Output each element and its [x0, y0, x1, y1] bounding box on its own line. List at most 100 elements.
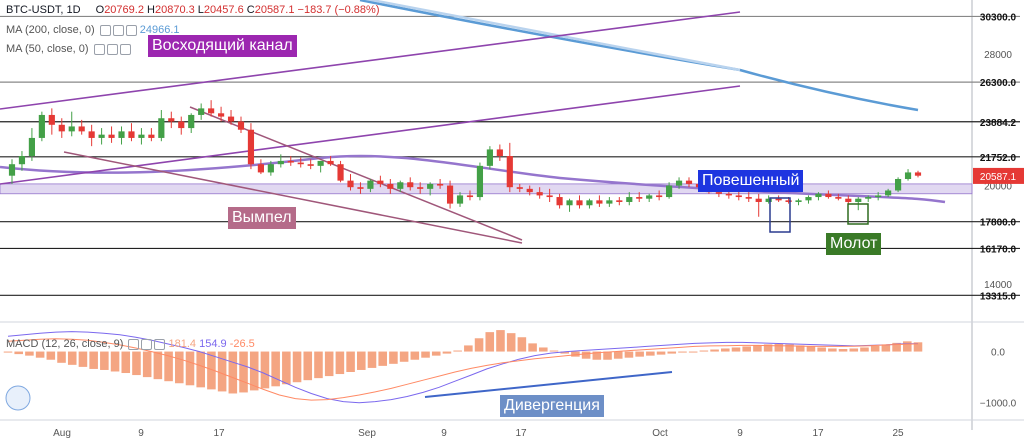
macd-hist-bar [774, 343, 784, 352]
logo-icon [5, 385, 31, 411]
time-tick-label: 9 [441, 428, 447, 439]
candle-body [666, 185, 673, 198]
macd-hist-bar [314, 351, 323, 379]
macd-hist-bar [57, 351, 66, 363]
macd-hist-bar [560, 351, 569, 354]
macd-label: MACD (12, 26, close, 9) [6, 338, 124, 350]
candle-body [576, 200, 583, 206]
candle-body [546, 195, 553, 198]
macd-hist-bar [539, 347, 548, 352]
macd-hist-value: 181.4 [168, 338, 197, 350]
divergence-line [424, 371, 673, 398]
time-tick-label: 25 [892, 428, 904, 439]
high-value: 20870.3 [154, 4, 195, 16]
macd-hist-bar [635, 351, 644, 357]
candle-body [397, 182, 404, 189]
macd-hist-bar [528, 343, 537, 352]
close-icon[interactable] [125, 24, 137, 36]
macd-hist-bar [699, 350, 709, 352]
candle-body [387, 183, 394, 189]
level-label: 23884.2 [980, 118, 1017, 129]
eye-icon[interactable] [128, 338, 140, 350]
candle-body [845, 198, 852, 202]
candle-body [307, 164, 314, 166]
eye-icon[interactable] [99, 24, 111, 36]
macd-hist-bar [142, 351, 152, 378]
macd-tick-label: −1000.0 [980, 399, 1017, 410]
time-tick-label: Sep [358, 428, 376, 439]
macd-hist-bar [506, 333, 516, 352]
candle-body [566, 200, 573, 206]
hammer-box [847, 203, 869, 225]
macd-hist-bar [892, 342, 901, 352]
macd-hist-bar [14, 351, 23, 355]
candle-body [407, 182, 414, 188]
macd-hist-bar [164, 351, 173, 382]
macd-hist-bar [196, 351, 205, 388]
candle-body [217, 113, 225, 117]
macd-hist-bar [46, 351, 56, 360]
macd-hist-bar [3, 351, 13, 353]
candle-body [427, 183, 434, 189]
macd-hist-bar [35, 351, 45, 358]
candle-body [277, 160, 284, 165]
candle-body [337, 164, 344, 181]
candle-body [148, 134, 155, 138]
candle-body [208, 108, 215, 114]
level-label: 26300.0 [980, 78, 1017, 89]
macd-hist-bar [239, 351, 248, 393]
candle-body [466, 195, 474, 198]
candle-body [914, 172, 922, 176]
candle-body [725, 193, 732, 196]
macd-hist-bar [228, 351, 238, 394]
eye-icon[interactable] [93, 43, 105, 55]
macd-hist-bar [870, 345, 880, 352]
candle-body [38, 114, 45, 138]
macd-hist-bar [357, 351, 366, 370]
candle-body [198, 108, 205, 115]
macd-hist-bar [806, 346, 816, 352]
candle-body [178, 121, 185, 129]
macd-hist-bar [667, 351, 677, 354]
price-tick-label: 28000 [984, 50, 1012, 61]
candle-body [257, 164, 264, 173]
macd-hist-bar [624, 351, 634, 358]
macd-hist-bar [260, 351, 270, 389]
macd-hist-bar [453, 350, 462, 352]
gear-icon[interactable] [141, 338, 153, 350]
candle-body [237, 121, 245, 130]
macd-hist-bar [464, 345, 473, 352]
candle-body [855, 198, 862, 202]
candle-body [526, 188, 533, 193]
candle-body [765, 198, 772, 202]
gear-icon[interactable] [106, 43, 118, 55]
symbol-label[interactable]: BTC-USDT, 1D [6, 4, 81, 16]
macd-hist-bar [592, 351, 602, 360]
gear-icon[interactable] [112, 24, 124, 36]
macd-hist-bar [795, 345, 805, 352]
candle-body [904, 172, 912, 179]
candle-body [446, 185, 454, 204]
candle-body [745, 197, 752, 199]
macd-hist-bar [785, 344, 794, 352]
level-label: 21752.0 [980, 153, 1017, 164]
level-label: 30300.0 [980, 12, 1017, 23]
close-icon[interactable] [119, 43, 131, 55]
macd-hist-bar [849, 348, 859, 352]
macd-hist-bar [153, 351, 163, 380]
candle-body [875, 195, 882, 198]
ma50-label: MA (50, close, 0) [6, 43, 89, 55]
time-tick-label: 9 [138, 428, 144, 439]
candle-body [755, 198, 762, 202]
candle-body [636, 197, 643, 199]
candle-body [158, 118, 165, 138]
macd-hist-bar [860, 347, 869, 352]
macd-hist-bar [549, 350, 559, 352]
macd-hist-bar [517, 337, 527, 352]
candle-body [267, 164, 274, 173]
macd-hist-bar [581, 351, 591, 359]
close-icon[interactable] [154, 338, 166, 350]
time-tick-label: Oct [652, 428, 668, 439]
candle-body [188, 114, 195, 129]
